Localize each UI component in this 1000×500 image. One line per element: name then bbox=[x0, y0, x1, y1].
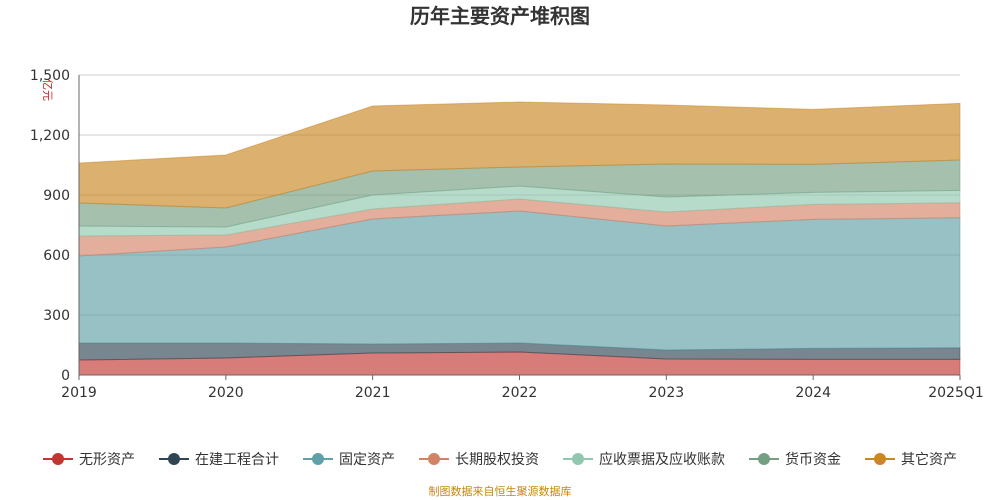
y-tick-label: 300 bbox=[43, 308, 70, 324]
y-axis-unit: 亿元 bbox=[41, 79, 54, 101]
y-tick-label: 600 bbox=[43, 248, 70, 264]
legend-label: 长期股权投资 bbox=[455, 452, 539, 468]
footer-source: 制图数据来自恒生聚源数据库 bbox=[429, 484, 572, 498]
x-tick-label: 2022 bbox=[502, 385, 538, 401]
legend-marker bbox=[312, 453, 324, 465]
legend-label: 固定资产 bbox=[339, 452, 395, 468]
legend-item: 在建工程合计 bbox=[159, 452, 279, 468]
y-tick-label: 0 bbox=[61, 368, 70, 384]
legend-marker bbox=[428, 453, 440, 465]
y-tick-label: 1,200 bbox=[30, 128, 70, 144]
axes: 0 300 600 900 1,200 1,500 2019 2020 2021 2022 2023… bbox=[30, 68, 984, 401]
legend-item: 无形资产 bbox=[43, 452, 135, 468]
x-tick-label: 2025Q1 bbox=[928, 385, 984, 401]
legend-item: 货币资金 bbox=[749, 451, 841, 468]
legend-item: 其它资产 bbox=[865, 451, 957, 468]
series-area bbox=[78, 101, 961, 209]
legend-item: 固定资产 bbox=[303, 452, 395, 468]
legend-label: 其它资产 bbox=[901, 451, 957, 468]
y-tick-label: 900 bbox=[43, 188, 70, 204]
legend-label: 无形资产 bbox=[79, 452, 135, 468]
legend-marker bbox=[874, 453, 886, 465]
legend-label: 在建工程合计 bbox=[195, 452, 279, 468]
legend: 无形资产 在建工程合计 固定资产 长期股权投资 应收票据及应收账款 货币资金 其它资产 bbox=[43, 451, 957, 468]
legend-item: 长期股权投资 bbox=[419, 452, 539, 468]
legend-label: 货币资金 bbox=[785, 451, 841, 468]
legend-marker bbox=[758, 453, 770, 465]
y-tick-label: 1,500 bbox=[30, 68, 70, 84]
x-tick-label: 2021 bbox=[355, 385, 391, 401]
x-tick-label: 2020 bbox=[208, 385, 244, 401]
series-areas bbox=[78, 101, 961, 376]
legend-item: 应收票据及应收账款 bbox=[563, 451, 725, 468]
x-tick-label: 2024 bbox=[795, 385, 831, 401]
x-tick-label: 2019 bbox=[61, 385, 97, 401]
legend-label: 应收票据及应收账款 bbox=[599, 451, 725, 468]
legend-marker bbox=[572, 453, 584, 465]
x-tick-label: 2023 bbox=[649, 385, 685, 401]
legend-marker bbox=[52, 453, 64, 465]
chart-title: 历年主要资产堆积图 bbox=[410, 4, 590, 28]
legend-marker bbox=[168, 453, 180, 465]
